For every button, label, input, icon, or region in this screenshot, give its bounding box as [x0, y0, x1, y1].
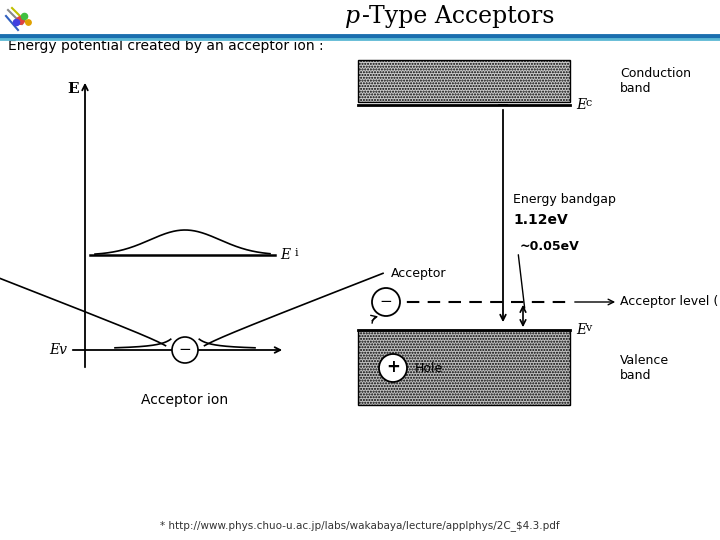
Text: −: − [379, 294, 392, 308]
Point [10, 18, 22, 26]
Circle shape [379, 354, 407, 382]
Text: 1.12eV: 1.12eV [513, 213, 568, 227]
Text: c: c [585, 98, 591, 108]
Point [22, 18, 34, 26]
Bar [358, 60, 570, 102]
Text: +: + [386, 358, 400, 376]
Text: E: E [576, 323, 586, 337]
Text: E: E [68, 82, 79, 96]
Text: ~0.05eV: ~0.05eV [520, 240, 580, 253]
Text: Ev: Ev [49, 343, 67, 357]
Text: Energy potential created by an acceptor ion :: Energy potential created by an acceptor … [8, 39, 323, 53]
Text: v: v [585, 323, 591, 333]
Text: * http://www.phys.chuo-u.ac.jp/labs/wakabaya/lecture/applphys/2C_$4.3.pdf: * http://www.phys.chuo-u.ac.jp/labs/waka… [160, 521, 560, 531]
Text: Conduction
band: Conduction band [620, 67, 691, 95]
Text: -Type Acceptors: -Type Acceptors [362, 4, 554, 28]
Text: Hole: Hole [415, 361, 444, 375]
Point [14, 16, 26, 24]
Bar [358, 330, 570, 405]
Text: E: E [280, 248, 290, 262]
Text: p: p [345, 4, 360, 28]
Text: Acceptor ion: Acceptor ion [141, 393, 228, 407]
Text: Acceptor level (: Acceptor level ( [620, 295, 719, 308]
Text: Energy bandgap: Energy bandgap [513, 193, 616, 206]
Text: Acceptor: Acceptor [391, 267, 446, 280]
Point [18, 12, 30, 21]
Text: Valence
band: Valence band [620, 354, 669, 382]
Text: −: − [179, 341, 192, 356]
Text: E: E [576, 98, 586, 112]
Text: i: i [295, 248, 299, 258]
Circle shape [172, 337, 198, 363]
Circle shape [372, 288, 400, 316]
